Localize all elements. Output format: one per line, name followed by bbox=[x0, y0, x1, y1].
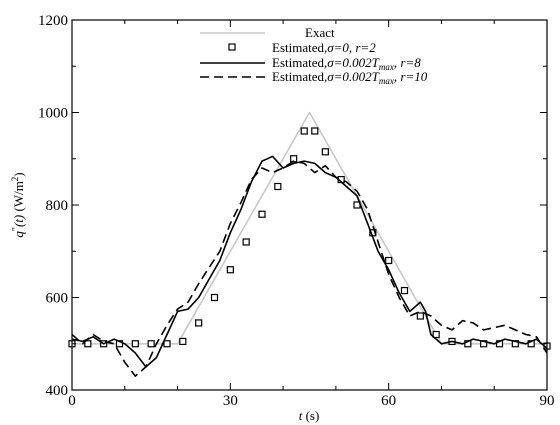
square-marker bbox=[432, 330, 440, 339]
y-tick-label: 800 bbox=[46, 198, 69, 214]
square-marker bbox=[416, 312, 424, 320]
x-tick-label: 60 bbox=[381, 393, 396, 409]
legend-label-r8-subscript: max bbox=[379, 62, 394, 72]
legend-label-r8-math: σ=0.002T bbox=[327, 55, 379, 70]
square-marker bbox=[210, 293, 219, 302]
legend-swatch-r2 bbox=[228, 43, 236, 51]
legend-label-r8-prefix: Estimated, bbox=[272, 55, 327, 70]
legend-label-exact: Exact bbox=[305, 25, 335, 40]
series-layer bbox=[68, 111, 551, 377]
legend-label-r10-math: σ=0.002T bbox=[327, 69, 379, 84]
y-tick-label: 1200 bbox=[38, 13, 68, 29]
y-axis-title-close: ) bbox=[11, 172, 26, 176]
square-marker bbox=[321, 148, 329, 156]
x-tick-label: 30 bbox=[223, 393, 238, 409]
square-marker bbox=[195, 319, 203, 327]
legend-label-r2-math: σ=0, r=2 bbox=[327, 40, 376, 55]
legend-label-r10-subscript: max bbox=[379, 76, 394, 86]
legend-label-r10-prefix: Estimated, bbox=[272, 69, 327, 84]
ticks-layer: 0 30 60 90 400 600 800 1000 1200 bbox=[38, 13, 555, 409]
legend-label-r10: Estimated,σ=0.002Tmax, r=10 bbox=[272, 69, 428, 86]
legend-label-r10-tail: , r=10 bbox=[394, 69, 428, 84]
series-estimated-r10 bbox=[71, 160, 548, 377]
y-tick-label: 600 bbox=[46, 291, 69, 307]
legend-label-r8-tail: , r=8 bbox=[394, 55, 421, 70]
series-line bbox=[71, 160, 548, 377]
series-line bbox=[71, 155, 548, 368]
square-marker bbox=[242, 238, 250, 246]
square-marker bbox=[300, 127, 308, 135]
square-marker bbox=[179, 337, 187, 346]
y-axis-title-argument: (t) bbox=[11, 215, 26, 227]
x-axis-title: t (s) bbox=[299, 408, 320, 423]
y-axis-title-unit: (W/m bbox=[11, 181, 26, 215]
legend-label-r8: Estimated,σ=0.002Tmax, r=8 bbox=[272, 55, 421, 72]
series-estimated-r8 bbox=[71, 155, 548, 368]
y-tick-label: 1000 bbox=[38, 106, 68, 122]
square-marker bbox=[226, 266, 234, 274]
square-marker bbox=[400, 286, 409, 295]
square-marker bbox=[385, 256, 393, 265]
x-tick-label: 90 bbox=[540, 393, 555, 409]
y-axis-title-variable: q bbox=[11, 231, 26, 238]
x-tick-label: 0 bbox=[68, 393, 76, 409]
y-axis-title: q"(t) (W/m2) bbox=[10, 172, 26, 237]
square-marker bbox=[274, 182, 282, 191]
square-marker bbox=[147, 340, 155, 348]
x-axis-title-variable: t bbox=[299, 408, 303, 423]
square-marker bbox=[131, 340, 139, 348]
legend-label-r2: Estimated,σ=0, r=2 bbox=[272, 40, 376, 55]
square-marker bbox=[84, 340, 92, 348]
y-tick-label: 400 bbox=[46, 383, 69, 399]
square-marker bbox=[163, 340, 171, 348]
y-axis-title-prime: " bbox=[11, 227, 22, 231]
x-axis-title-unit: (s) bbox=[302, 408, 319, 423]
y-axis-title-superscript: 2 bbox=[10, 177, 20, 182]
series-line bbox=[72, 111, 547, 345]
series-estimated-r2 bbox=[68, 127, 551, 350]
legend-label-r2-prefix: Estimated, bbox=[272, 40, 327, 55]
square-marker bbox=[311, 127, 319, 135]
square-marker bbox=[258, 210, 266, 218]
series-exact bbox=[72, 111, 547, 345]
legend: Exact Estimated,σ=0, r=2 Estimated,σ=0.0… bbox=[200, 25, 428, 86]
